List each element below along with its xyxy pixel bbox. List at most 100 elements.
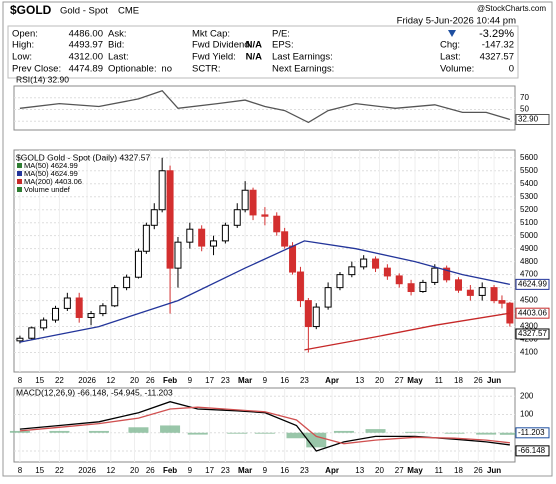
value-box-label: -66.148 bbox=[518, 446, 546, 455]
field-label: Low: bbox=[12, 52, 32, 63]
x-tick-label: 13 bbox=[355, 466, 364, 475]
value-box-label: -11.203 bbox=[518, 428, 545, 437]
candle-body bbox=[134, 250, 142, 278]
field-label: SCTR: bbox=[192, 64, 221, 75]
histogram-bar bbox=[306, 432, 327, 448]
candle-body bbox=[324, 287, 332, 308]
x-tick-label: 20 bbox=[375, 466, 384, 475]
candle-body bbox=[221, 224, 229, 242]
x-tick-label: Mar bbox=[238, 466, 252, 475]
x-tick-label: 9 bbox=[188, 376, 193, 385]
x-tick-label: Jun bbox=[487, 466, 501, 475]
name: Gold - Spot bbox=[60, 6, 108, 17]
y-tick-label: 5300 bbox=[520, 192, 538, 201]
y-tick-label: 70 bbox=[520, 93, 529, 102]
field-label: Ask: bbox=[108, 29, 126, 40]
candle-body bbox=[281, 231, 289, 247]
y-tick-label: 4700 bbox=[520, 270, 538, 279]
field-value: 4474.89 bbox=[69, 64, 103, 75]
field-label: Last: bbox=[108, 52, 129, 63]
y-tick-label: 5400 bbox=[520, 179, 538, 188]
x-tick-label: 11 bbox=[435, 376, 444, 385]
candle-body bbox=[123, 276, 131, 289]
y-tick-label: 200 bbox=[520, 391, 534, 400]
y-tick-label: 4300 bbox=[520, 322, 538, 331]
x-tick-label: Mar bbox=[238, 376, 252, 385]
field-value: no bbox=[161, 64, 172, 75]
legend-label: MA(200) 4403.06 bbox=[24, 177, 82, 186]
x-tick-label: 12 bbox=[106, 466, 115, 475]
candle-body bbox=[478, 287, 486, 296]
field-value: 4486.00 bbox=[69, 29, 103, 40]
candle-body bbox=[454, 279, 462, 291]
candle-body bbox=[210, 240, 218, 247]
field-label: Mkt Cap: bbox=[192, 29, 230, 40]
candle-body bbox=[360, 258, 368, 268]
candle-body bbox=[312, 306, 320, 328]
candle-body bbox=[99, 305, 107, 315]
candle-body bbox=[111, 287, 119, 307]
series-line bbox=[19, 240, 511, 343]
x-tick-label: 23 bbox=[300, 466, 309, 475]
x-tick-label: 23 bbox=[221, 376, 230, 385]
field-value: 0 bbox=[509, 64, 514, 75]
field-label: Open: bbox=[12, 29, 38, 40]
x-tick-label: 18 bbox=[454, 466, 463, 475]
x-tick-label: 9 bbox=[188, 466, 193, 475]
field-label: Fwd Yield: bbox=[192, 52, 236, 63]
x-tick-label: 26 bbox=[474, 466, 483, 475]
y-tick-label: 5500 bbox=[520, 166, 538, 175]
field-label: EPS: bbox=[272, 40, 294, 51]
x-tick-label: 16 bbox=[280, 466, 289, 475]
candle-body bbox=[490, 287, 498, 302]
histogram-bar bbox=[227, 432, 248, 434]
exchange: CME bbox=[118, 6, 139, 17]
candle-body bbox=[348, 266, 356, 276]
down-arrow bbox=[448, 30, 456, 37]
x-tick-label: 17 bbox=[205, 466, 214, 475]
panel-title: MACD(12,26,9) -66.148, -54.945, -11.203 bbox=[16, 387, 173, 397]
histogram-bar bbox=[476, 432, 497, 435]
candle-body bbox=[63, 297, 71, 309]
x-tick-label: 26 bbox=[474, 376, 483, 385]
symbol: $GOLD bbox=[10, 3, 52, 17]
x-tick-label: 8 bbox=[18, 376, 23, 385]
y-tick-label: 5100 bbox=[520, 218, 538, 227]
value-box bbox=[515, 278, 550, 290]
x-tick-label: Feb bbox=[163, 466, 177, 475]
field-label: Fwd Dividend: bbox=[192, 40, 252, 51]
candle-body bbox=[142, 224, 150, 252]
header-box bbox=[7, 25, 519, 79]
candle-body bbox=[16, 337, 24, 342]
legend-swatch bbox=[17, 163, 22, 168]
histogram-bar bbox=[365, 429, 386, 433]
x-tick-label: 27 bbox=[395, 376, 404, 385]
histogram-bar bbox=[160, 425, 181, 433]
histogram-bar bbox=[444, 432, 465, 434]
candle-body bbox=[383, 267, 391, 277]
candle-body bbox=[431, 267, 439, 283]
y-tick-label: 4500 bbox=[520, 296, 538, 305]
field-label: High: bbox=[12, 40, 34, 51]
series-line bbox=[19, 406, 510, 445]
candle-body bbox=[51, 307, 59, 321]
panel bbox=[13, 85, 516, 131]
x-tick-label: 8 bbox=[18, 466, 23, 475]
change-pct: -3.29% bbox=[479, 28, 514, 40]
field-label: Prev Close: bbox=[12, 64, 61, 75]
x-tick-label: 18 bbox=[454, 376, 463, 385]
candle-body bbox=[158, 170, 166, 211]
value-box-label: 4403.06 bbox=[518, 308, 547, 317]
candle-body bbox=[40, 319, 48, 329]
field-label: Next Earnings: bbox=[272, 64, 334, 75]
y-tick-label: 4100 bbox=[520, 348, 538, 357]
legend-label: Volume undef bbox=[24, 185, 71, 194]
candle-body bbox=[289, 245, 297, 273]
field-value: N/A bbox=[246, 52, 263, 63]
x-tick-label: May bbox=[407, 466, 423, 475]
field-value: -147.32 bbox=[482, 40, 514, 51]
y-tick-label: 5000 bbox=[520, 231, 538, 240]
datetime: Friday 5-Jun-2026 10:44 pm bbox=[397, 16, 516, 27]
x-tick-label: 2026 bbox=[78, 466, 96, 475]
histogram-bar bbox=[333, 430, 354, 433]
